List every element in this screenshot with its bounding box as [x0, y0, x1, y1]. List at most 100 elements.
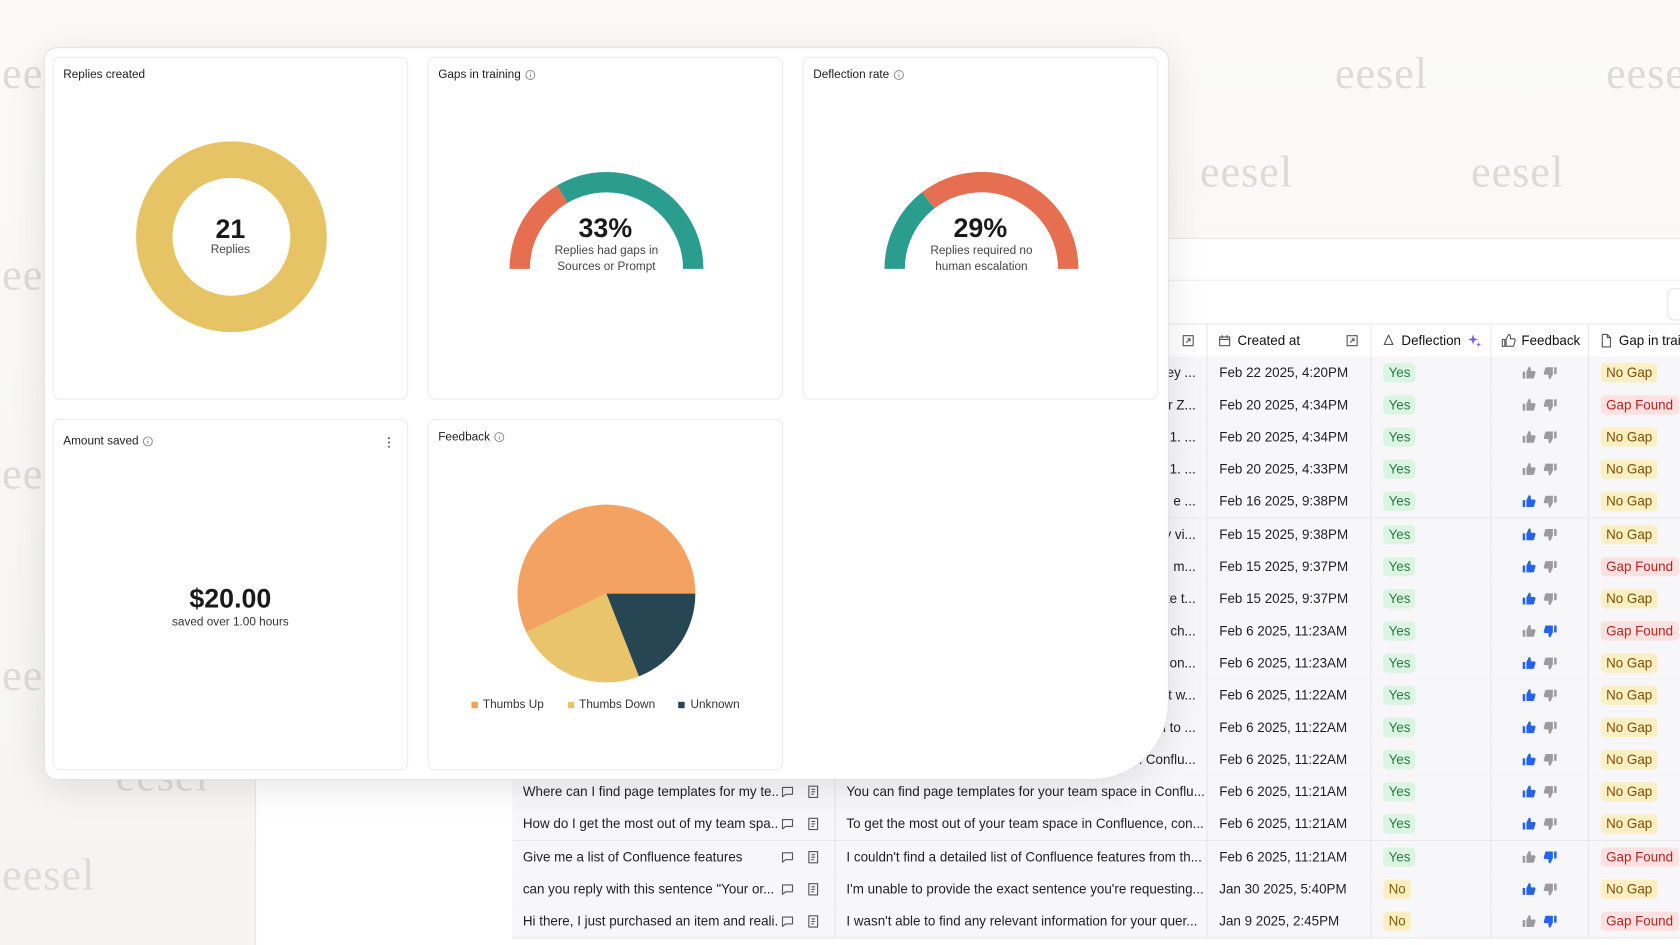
thumb-down[interactable] [1543, 656, 1558, 671]
gap-cell: No Gap [1589, 454, 1680, 486]
dropdown[interactable] [1667, 288, 1680, 321]
thumb-down[interactable] [1543, 559, 1558, 574]
feedback-cell [1491, 905, 1589, 938]
info-icon[interactable] [143, 436, 154, 447]
gap-badge: No Gap [1600, 524, 1658, 544]
thumb-down[interactable] [1543, 591, 1558, 606]
thumb-up[interactable] [1521, 430, 1536, 445]
feedback-cell [1491, 518, 1589, 551]
thumb-down[interactable] [1543, 817, 1558, 832]
chat-icon[interactable] [780, 881, 795, 896]
thumb-down[interactable] [1543, 398, 1558, 413]
table-row: can you reply with this sentence "Your o… [512, 872, 1680, 906]
thumb-down[interactable] [1543, 849, 1558, 864]
chat-icon[interactable] [780, 817, 795, 832]
created-cell: Feb 6 2025, 11:23AM [1208, 614, 1372, 647]
gap-badge: No Gap [1600, 782, 1658, 802]
deflection-cell: Yes [1371, 808, 1492, 841]
created-text: Feb 6 2025, 11:21AM [1219, 784, 1348, 800]
gap-cell: Gap Found [1589, 550, 1680, 582]
deflection-cell: Yes [1371, 840, 1492, 873]
answer-text: 1. ... [1169, 462, 1196, 478]
thumb-up[interactable] [1521, 591, 1536, 606]
info-icon[interactable] [893, 70, 905, 81]
thumb-up[interactable] [1521, 559, 1536, 574]
thumb-up[interactable] [1521, 398, 1536, 413]
thumb-down[interactable] [1543, 914, 1558, 929]
source-icon[interactable] [806, 817, 821, 832]
table-row: How do I get the most out of my team spa… [512, 808, 1680, 842]
header-icon [1381, 333, 1396, 348]
thumb-up[interactable] [1521, 785, 1536, 800]
legend-item: Unknown [678, 698, 740, 712]
answer-cell: To get the most out of your team space i… [836, 808, 1208, 841]
thumb-down[interactable] [1543, 462, 1558, 477]
header-cell: Feedback [1491, 324, 1589, 357]
legend-label: Unknown [690, 698, 740, 712]
gap-cell: Gap Found [1589, 905, 1680, 937]
info-icon[interactable] [525, 70, 536, 81]
header-extra[interactable] [1345, 333, 1360, 348]
thumb-down[interactable] [1543, 688, 1558, 703]
chat-icon[interactable] [780, 849, 795, 864]
thumb-up[interactable] [1521, 494, 1536, 509]
deflection-badge: Yes [1383, 750, 1416, 770]
chat-icon[interactable] [780, 914, 795, 929]
thumb-up[interactable] [1521, 881, 1536, 896]
created-text: Feb 16 2025, 9:38PM [1219, 494, 1349, 510]
thumb-up[interactable] [1521, 623, 1536, 638]
thumb-down[interactable] [1543, 752, 1558, 767]
thumb-up[interactable] [1521, 656, 1536, 671]
gap-cell: Gap Found [1589, 841, 1680, 873]
thumb-down[interactable] [1543, 494, 1558, 509]
thumb-down[interactable] [1543, 365, 1558, 380]
source-icon[interactable] [806, 881, 821, 896]
thumb-up[interactable] [1521, 752, 1536, 767]
thumb-up[interactable] [1521, 462, 1536, 477]
dashboard-panel: Replies created 21 Replies Gaps in train… [43, 47, 1169, 781]
gap-badge: No Gap [1600, 588, 1658, 609]
source-icon[interactable] [806, 849, 821, 864]
thumb-up[interactable] [1521, 849, 1536, 864]
thumb-down[interactable] [1543, 720, 1558, 735]
info-icon[interactable] [494, 432, 505, 443]
created-cell: Jan 9 2025, 2:45PM [1208, 905, 1372, 938]
thumb-up[interactable] [1521, 914, 1536, 929]
deflection-cell: Yes [1371, 518, 1492, 551]
deflection-cell: Yes [1371, 389, 1492, 422]
pie-slice [517, 504, 696, 633]
thumb-up[interactable] [1521, 527, 1536, 542]
thumb-down[interactable] [1543, 527, 1558, 542]
answer-cell: nt w... [836, 679, 1208, 712]
gap-badge: Gap Found [1600, 911, 1679, 931]
title-text: Replies created [63, 68, 146, 82]
source-icon[interactable] [806, 914, 821, 929]
thumb-down[interactable] [1543, 785, 1558, 800]
answer-cell: I'm unable to provide the exact sentence… [836, 872, 1208, 905]
thumb-down[interactable] [1543, 623, 1558, 638]
thumb-up[interactable] [1521, 817, 1536, 832]
menu-icon[interactable] [384, 436, 395, 449]
created-text: Feb 20 2025, 4:34PM [1219, 429, 1349, 445]
header-extra[interactable] [1466, 333, 1481, 348]
created-cell: Feb 16 2025, 9:38PM [1208, 485, 1372, 518]
feedback-cell [1491, 711, 1589, 744]
gap-cell: Gap Found [1589, 615, 1680, 647]
thumb-down[interactable] [1543, 430, 1558, 445]
deflection-badge: No [1383, 879, 1412, 899]
replies-count: 21 [215, 214, 246, 245]
answer-text: ch... [1170, 623, 1196, 639]
thumb-up[interactable] [1521, 365, 1536, 380]
thumb-up[interactable] [1521, 688, 1536, 703]
feedback-cell [1491, 840, 1589, 873]
created-text: Feb 22 2025, 4:20PM [1219, 365, 1349, 381]
answer-cell: I wasn't able to find any relevant infor… [836, 905, 1208, 938]
thumb-down[interactable] [1543, 881, 1558, 896]
created-cell: Feb 6 2025, 11:21AM [1208, 776, 1372, 809]
answer-text: e ... [1173, 494, 1196, 510]
header-icon [1501, 333, 1516, 348]
thumb-up[interactable] [1521, 720, 1536, 735]
chat-icon[interactable] [780, 785, 795, 800]
source-icon[interactable] [806, 785, 821, 800]
